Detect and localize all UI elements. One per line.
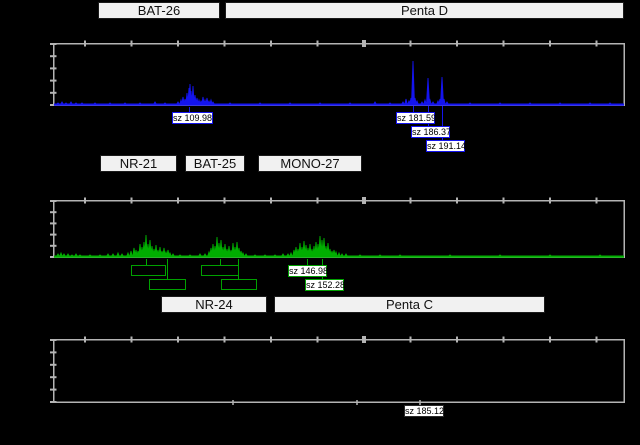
- allele-bin-box: [149, 279, 186, 290]
- marker-label-bat-25[interactable]: BAT-25: [185, 155, 245, 172]
- empty-trace-plot: [50, 336, 625, 405]
- peak-leader-line: [189, 107, 190, 112]
- electropherogram-panel-middle[interactable]: [50, 197, 625, 258]
- electropherogram-panel-bottom[interactable]: [50, 336, 625, 405]
- allele-bin-box: [201, 265, 239, 276]
- marker-label-bat-26[interactable]: BAT-26: [98, 2, 220, 19]
- blue-trace-plot: [50, 40, 625, 106]
- size-call-label[interactable]: sz 152.28: [305, 279, 346, 291]
- marker-label-penta-d[interactable]: Penta D: [225, 2, 624, 19]
- marker-label-nr-24[interactable]: NR-24: [161, 296, 267, 313]
- bin-leader-line: [220, 259, 221, 265]
- electropherogram-panel-top[interactable]: [50, 40, 625, 106]
- peak-leader-line: [413, 106, 414, 112]
- marker-label-mono-27[interactable]: MONO-27: [258, 155, 362, 172]
- marker-label-nr-21[interactable]: NR-21: [100, 155, 177, 172]
- size-call-label[interactable]: sz 146.98: [288, 265, 329, 277]
- peak-leader-line: [442, 106, 443, 140]
- size-call-label[interactable]: sz 186.37: [411, 126, 452, 138]
- size-call-label[interactable]: sz 109.98: [172, 112, 213, 124]
- peak-leader-line: [307, 259, 308, 265]
- green-trace-plot: [50, 197, 625, 258]
- marker-label-penta-c[interactable]: Penta C: [274, 296, 545, 313]
- size-call-label[interactable]: sz 185.12: [404, 405, 445, 417]
- size-call-label[interactable]: sz 191.14: [426, 140, 467, 152]
- bin-leader-line: [146, 259, 147, 265]
- size-call-label[interactable]: sz 181.59: [396, 112, 437, 124]
- bin-leader-line: [167, 259, 168, 279]
- allele-bin-box: [131, 265, 166, 276]
- allele-bin-box: [221, 279, 257, 290]
